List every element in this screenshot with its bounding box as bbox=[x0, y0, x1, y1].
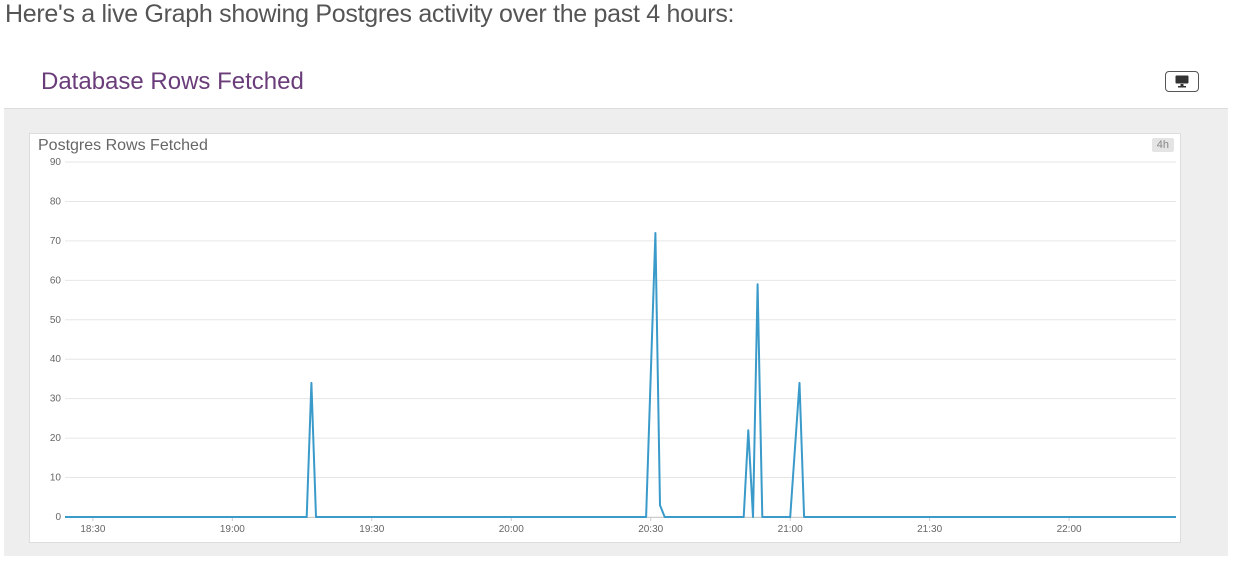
y-tick-label: 70 bbox=[50, 236, 62, 247]
y-tick-label: 20 bbox=[50, 433, 62, 444]
line-chart: 0 10 20 30 40 50 60 70 80 90 18:30 19:00 19:30 20:00 2… bbox=[50, 157, 1176, 535]
y-tick-label: 60 bbox=[50, 275, 62, 286]
timespan-badge[interactable]: 4h bbox=[1151, 138, 1174, 152]
y-tick-label: 50 bbox=[50, 315, 62, 326]
panel-title: Database Rows Fetched bbox=[41, 68, 304, 95]
panel-header: Database Rows Fetched bbox=[4, 58, 1228, 109]
chart-title: Postgres Rows Fetched bbox=[38, 137, 208, 154]
panel-body: 0 10 20 30 40 50 60 70 80 90 18:30 19:00 19:30 20:00 2… bbox=[4, 109, 1228, 556]
chart-card: 0 10 20 30 40 50 60 70 80 90 18:30 19:00 19:30 20:00 2… bbox=[29, 133, 1181, 543]
series-line bbox=[65, 232, 1176, 518]
dashboard-panel: Database Rows Fetched 0 10 20 30 40 50 60 70 80 9… bbox=[4, 58, 1228, 556]
y-tick-label: 80 bbox=[50, 196, 62, 207]
y-tick-label: 0 bbox=[55, 512, 61, 523]
x-tick-label: 21:30 bbox=[917, 524, 942, 535]
y-tick-label: 40 bbox=[50, 354, 62, 365]
y-tick-label: 10 bbox=[50, 473, 62, 484]
monitor-icon bbox=[1175, 75, 1189, 88]
y-tick-label: 30 bbox=[50, 394, 62, 405]
x-tick-label: 19:30 bbox=[359, 524, 384, 535]
display-mode-button[interactable] bbox=[1165, 71, 1199, 92]
x-tick-label: 18:30 bbox=[80, 524, 105, 535]
x-tick-label: 22:00 bbox=[1057, 524, 1082, 535]
x-tick-label: 21:00 bbox=[778, 524, 803, 535]
x-tick-label: 20:00 bbox=[499, 524, 524, 535]
y-tick-label: 90 bbox=[50, 157, 62, 168]
x-tick-label: 20:30 bbox=[638, 524, 663, 535]
intro-text: Here's a live Graph showing Postgres act… bbox=[5, 0, 735, 28]
x-tick-label: 19:00 bbox=[220, 524, 245, 535]
